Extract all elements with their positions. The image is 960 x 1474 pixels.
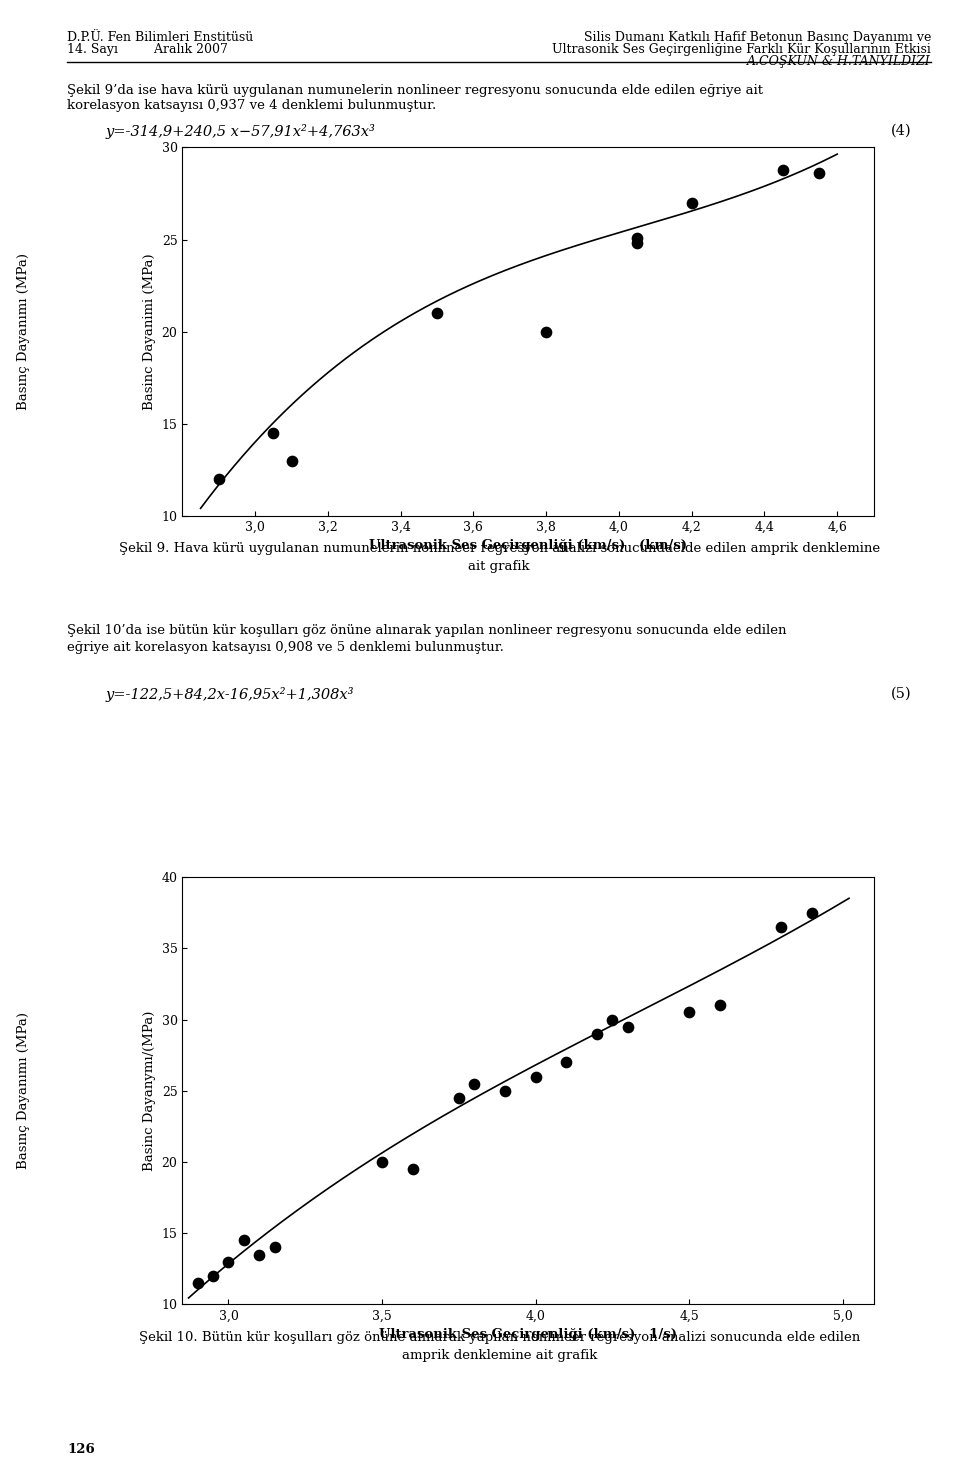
Text: 126: 126: [67, 1443, 95, 1456]
Text: eğriye ait korelasyon katsayısı 0,908 ve 5 denklemi bulunmuştur.: eğriye ait korelasyon katsayısı 0,908 ve…: [67, 641, 504, 654]
Text: Basınç Dayanımı (MPa): Basınç Dayanımı (MPa): [17, 254, 31, 410]
Point: [684, 192, 700, 215]
Text: Silis Dumanı Katkılı Hafif Betonun Basınç Dayanımı ve: Silis Dumanı Katkılı Hafif Betonun Basın…: [584, 31, 931, 44]
Point: [252, 1243, 267, 1266]
Point: [682, 1001, 697, 1024]
Point: [236, 1229, 252, 1253]
Point: [605, 1008, 620, 1032]
Point: [497, 1079, 513, 1103]
Y-axis label: Basinc Dayanimi (MPa): Basinc Dayanimi (MPa): [143, 254, 156, 410]
Text: (4): (4): [892, 124, 912, 137]
Point: [467, 1072, 482, 1095]
Text: 14. Sayı         Aralık 2007: 14. Sayı Aralık 2007: [67, 43, 228, 56]
Point: [559, 1051, 574, 1075]
Text: korelasyon katsayısı 0,937 ve 4 denklemi bulunmuştur.: korelasyon katsayısı 0,937 ve 4 denklemi…: [67, 99, 437, 112]
Point: [405, 1157, 420, 1181]
Point: [804, 901, 820, 924]
Text: Şekil 10’da ise bütün kür koşulları göz önüne alınarak yapılan nonlineer regresy: Şekil 10’da ise bütün kür koşulları göz …: [67, 624, 786, 637]
Y-axis label: Basinc Dayanymı/(MPa): Basinc Dayanymı/(MPa): [143, 1011, 156, 1170]
Point: [267, 1235, 282, 1259]
Text: A.COŞKUN & H.TANYILDIZI: A.COŞKUN & H.TANYILDIZI: [748, 55, 931, 68]
Point: [620, 1016, 636, 1039]
Text: amprik denklemine ait grafik: amprik denklemine ait grafik: [401, 1349, 597, 1362]
Text: (5): (5): [892, 687, 912, 700]
Point: [712, 993, 728, 1017]
Point: [221, 1250, 236, 1274]
Point: [429, 302, 444, 326]
Text: ait grafik: ait grafik: [468, 560, 530, 573]
Text: Şekil 10. Bütün kür koşulları göz önüne alınarak yapılan nonlineer regresyon ana: Şekil 10. Bütün kür koşulları göz önüne …: [138, 1331, 860, 1344]
Point: [811, 161, 827, 184]
Point: [284, 448, 300, 472]
X-axis label: Ultrasonik Ses Geçirgenliği (km/s)   (km/s): Ultrasonik Ses Geçirgenliği (km/s) (km/s…: [369, 539, 687, 553]
Point: [211, 467, 227, 491]
Text: Ultrasonik Ses Geçirgenliğine Farklı Kür Koşullarının Etkisi: Ultrasonik Ses Geçirgenliğine Farklı Kür…: [552, 43, 931, 56]
Point: [266, 422, 281, 445]
Point: [205, 1265, 221, 1288]
Point: [589, 1021, 605, 1045]
Text: y=-122,5+84,2x-16,95x²+1,308x³: y=-122,5+84,2x-16,95x²+1,308x³: [106, 687, 354, 702]
Point: [539, 320, 554, 343]
Point: [630, 231, 645, 255]
Point: [451, 1086, 467, 1110]
Point: [630, 226, 645, 249]
Text: y=-314,9+240,5 x−57,91x²+4,763x³: y=-314,9+240,5 x−57,91x²+4,763x³: [106, 124, 375, 139]
Text: D.P.Ü. Fen Bilimleri Enstitüsü: D.P.Ü. Fen Bilimleri Enstitüsü: [67, 31, 253, 44]
Text: Basınç Dayanımı (MPa): Basınç Dayanımı (MPa): [17, 1013, 31, 1169]
X-axis label: Ultrasonik Ses Geçirgenliği (km/s)   1/s): Ultrasonik Ses Geçirgenliği (km/s) 1/s): [379, 1328, 677, 1341]
Point: [775, 158, 790, 181]
Text: Şekil 9’da ise hava kürü uygulanan numunelerin nonlineer regresyonu sonucunda el: Şekil 9’da ise hava kürü uygulanan numun…: [67, 84, 763, 97]
Point: [774, 915, 789, 939]
Text: Şekil 9. Hava kürü uygulanan numunelerin nonlineer regresyon analizi sonucundael: Şekil 9. Hava kürü uygulanan numunelerin…: [119, 542, 879, 556]
Point: [374, 1150, 390, 1173]
Point: [528, 1064, 543, 1088]
Point: [190, 1271, 205, 1296]
